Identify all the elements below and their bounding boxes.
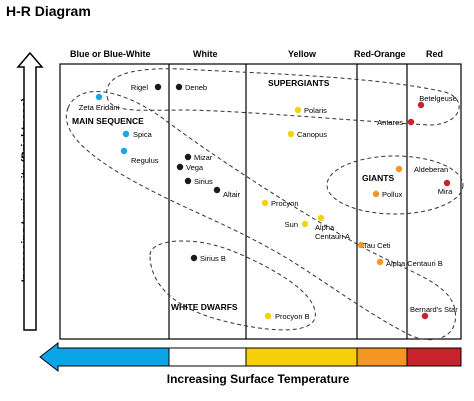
star-label-procyon: Procyon — [271, 199, 299, 208]
star-dot-pollux — [372, 190, 380, 198]
star-label-mizar: Mizar — [194, 153, 213, 162]
star-label-sirius: Sirius — [194, 177, 213, 186]
star-dot-altair — [213, 186, 221, 194]
star-dot-regulus — [120, 147, 128, 155]
region-label-giants: GIANTS — [362, 173, 394, 183]
star-label-vega: Vega — [186, 163, 204, 172]
star-label-antares: Antares — [377, 118, 403, 127]
star-dot-procyon — [261, 199, 269, 207]
star-label-sirius-b: Sirius B — [200, 254, 226, 263]
plot-frame — [59, 63, 462, 340]
region-label-white-dwarfs: WHITE DWARFS — [171, 302, 238, 312]
star-label-mira: Mira — [438, 187, 453, 196]
star-label-alpha-centauri-b: Alpha Centauri B — [386, 259, 443, 268]
star-label-rigel: Rigel — [131, 83, 148, 92]
star-label-zeta-eridani: Zeta Eridani — [79, 103, 120, 112]
star-dot-sirius-b — [190, 254, 198, 262]
star-dot-bernard-s-star — [421, 312, 429, 320]
star-dot-alpha-centauri-b — [376, 258, 384, 266]
temperature-band-yellow — [245, 347, 358, 367]
temperature-band-red — [406, 347, 462, 367]
star-label-canopus: Canopus — [297, 130, 327, 139]
stars-layer: Rigel Deneb Polaris Canopus Betelgeuse Antare… — [79, 83, 458, 321]
star-label-deneb: Deneb — [185, 83, 207, 92]
star-dot-canopus — [287, 130, 295, 138]
column-header-yellow: Yellow — [288, 49, 317, 59]
star-label-regulus: Regulus — [131, 156, 159, 165]
star-dot-vega — [176, 163, 184, 171]
giants-region — [326, 155, 464, 215]
star-dot-sirius — [184, 177, 192, 185]
column-header-red-orange: Red-Orange — [354, 49, 406, 59]
star-dot-alpha-centauri-a — [317, 214, 325, 222]
temperature-arrow-icon — [39, 341, 170, 373]
diagram-title: H-R Diagram — [6, 3, 91, 19]
star-dot-zeta-eridani — [95, 93, 103, 101]
star-dot-antares — [407, 118, 415, 126]
star-label-altair: Altair — [223, 190, 241, 199]
star-dot-sun — [301, 220, 309, 228]
temperature-band-white — [168, 347, 247, 367]
star-dot-rigel — [154, 83, 162, 91]
luminosity-arrow-icon — [16, 51, 44, 331]
star-label-spica: Spica — [133, 130, 153, 139]
star-dot-deneb — [175, 83, 183, 91]
star-dot-mira — [443, 179, 451, 187]
star-dot-spica — [122, 130, 130, 138]
star-label-procyon-b: Procyon B — [275, 312, 310, 321]
star-label-tau-ceti: Tau Ceti — [363, 241, 391, 250]
x-axis-label: Increasing Surface Temperature — [166, 372, 350, 386]
star-dot-tau-ceti — [357, 241, 365, 249]
column-header-red: Red — [426, 49, 444, 59]
column-header-blue: Blue or Blue-White — [70, 49, 151, 59]
star-label-sun: Sun — [285, 220, 298, 229]
region-label-supergiants: SUPERGIANTS — [268, 78, 330, 88]
star-dot-polaris — [294, 106, 302, 114]
star-dot-aldeberan — [395, 165, 403, 173]
star-label-bernard-s-star: Bernard's Star — [410, 305, 458, 314]
column-header-white: White — [193, 49, 218, 59]
supergiants-region — [106, 68, 460, 126]
region-label-main-sequence: MAIN SEQUENCE — [72, 116, 144, 126]
temperature-band-red-orange — [356, 347, 408, 367]
star-dot-procyon-b — [264, 312, 272, 320]
star-dot-mizar — [184, 153, 192, 161]
star-label-alpha-centauri-a: Alpha Centauri A — [315, 223, 350, 241]
star-dot-betelgeuse — [417, 101, 425, 109]
star-label-betelgeuse: Betelgeuse — [419, 94, 457, 103]
main-sequence-region — [65, 90, 456, 341]
white-dwarfs-region — [149, 240, 316, 331]
star-label-pollux: Pollux — [382, 190, 403, 199]
star-label-aldeberan: Aldeberan — [414, 165, 448, 174]
star-label-polaris: Polaris — [304, 106, 327, 115]
